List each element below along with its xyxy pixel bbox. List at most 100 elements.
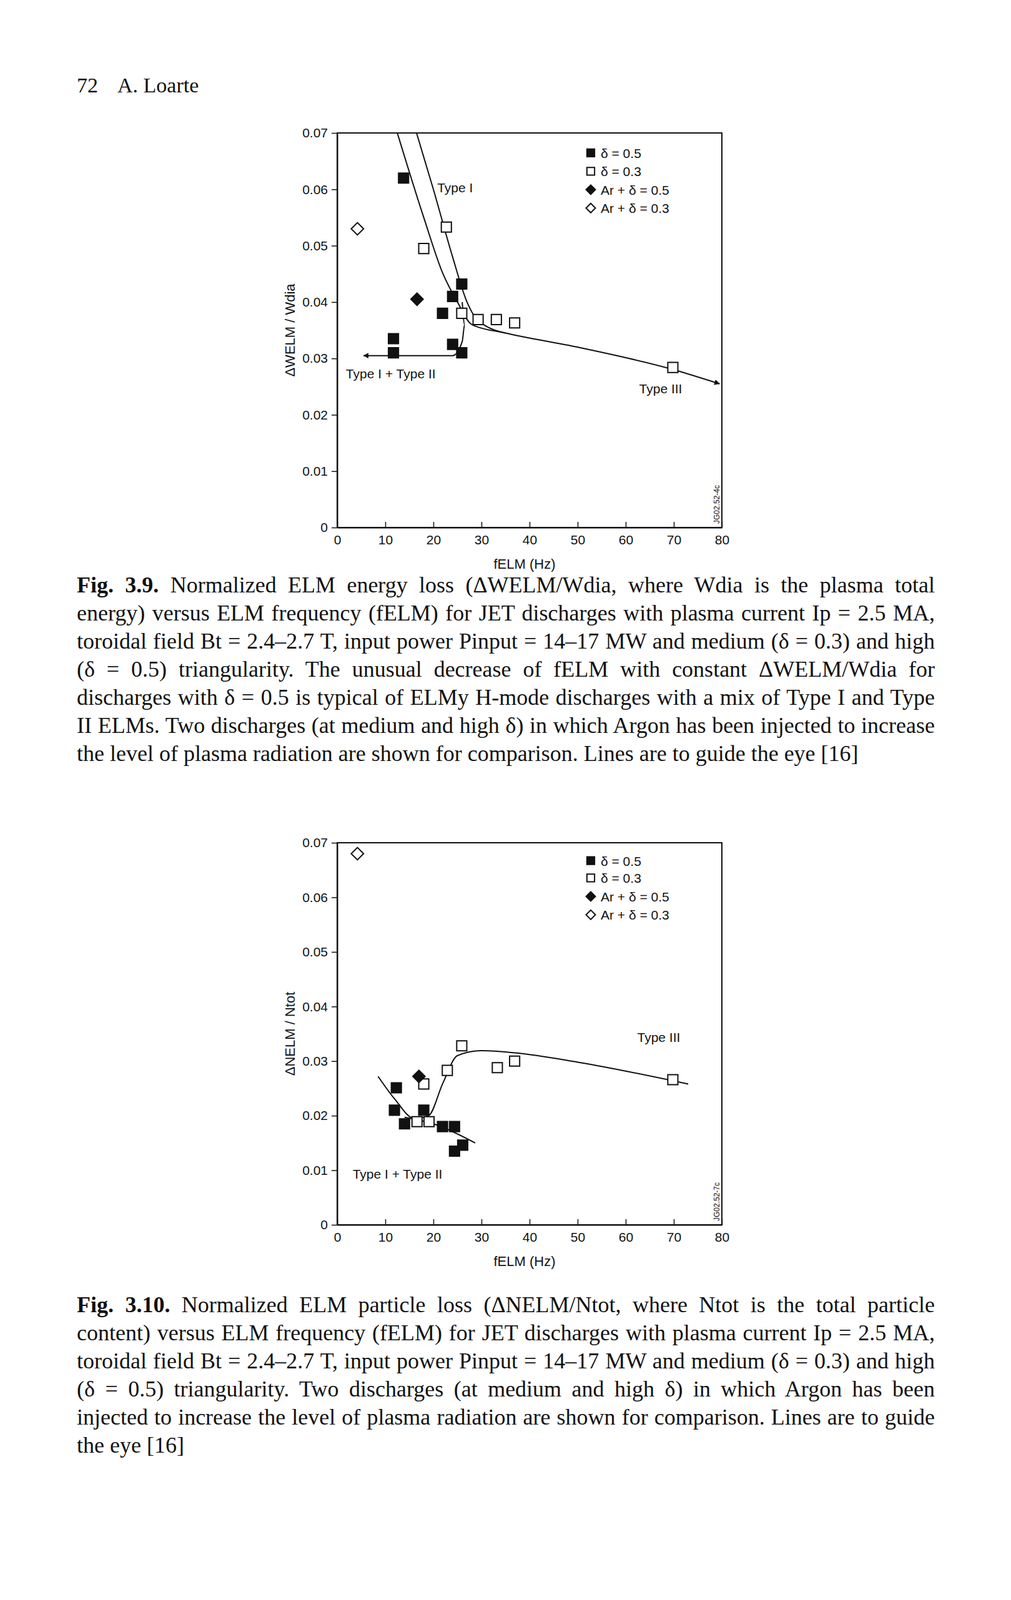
x-tick-mark — [625, 1219, 627, 1226]
legend-swatch — [585, 891, 596, 902]
data-point — [350, 848, 364, 861]
y-tick-mark — [331, 414, 338, 416]
x-tick-label: 50 — [570, 532, 586, 548]
x-tick-mark — [385, 522, 387, 528]
y-tick: 0.06 — [302, 182, 338, 197]
y-tick-label: 0.05 — [302, 238, 328, 253]
y-tick-mark — [331, 1225, 338, 1227]
data-point — [388, 347, 399, 358]
data-point — [442, 1065, 453, 1076]
legend-swatch — [585, 184, 596, 195]
x-tick-mark — [385, 1219, 387, 1226]
y-tick-label: 0.01 — [302, 463, 328, 479]
plot-frame — [337, 843, 722, 1226]
x-tick-mark — [481, 522, 483, 528]
x-tick: 10 — [378, 1219, 393, 1245]
x-axis-title: fELM (Hz) — [493, 556, 556, 573]
legend-label: Ar + δ = 0.5 — [600, 182, 670, 198]
figure-id: JG02.52-7c — [712, 1182, 722, 1222]
x-tick-label: 40 — [522, 1230, 538, 1245]
y-tick-mark — [331, 302, 338, 304]
page-header: 72A. Loarte — [76, 73, 199, 97]
x-tick-mark — [529, 1219, 531, 1226]
y-tick: 0.01 — [302, 1163, 338, 1178]
x-tick: 40 — [522, 522, 538, 548]
annotation: Type III — [639, 381, 683, 396]
legend-label: δ = 0.3 — [600, 164, 642, 179]
data-point — [457, 1140, 468, 1151]
data-point — [419, 243, 430, 254]
caption-text: Normalized ELM particle loss (ΔNELM/Ntot… — [76, 1292, 935, 1459]
y-tick-mark — [331, 470, 338, 473]
data-point — [449, 1122, 460, 1133]
caption-label: Fig. 3.9. — [76, 572, 159, 598]
x-tick: 30 — [474, 1219, 489, 1245]
annotation: Type III — [636, 1030, 681, 1045]
caption-text: Normalized ELM energy loss (ΔWELM/Wdia, … — [76, 572, 935, 767]
x-tick-label: 30 — [474, 532, 489, 548]
data-point — [456, 279, 467, 290]
x-tick: 70 — [666, 1219, 682, 1245]
y-tick-mark — [331, 897, 338, 899]
x-tick-label: 30 — [474, 1230, 489, 1245]
data-point — [398, 172, 409, 183]
y-tick: 0.04 — [302, 294, 338, 310]
y-tick-mark — [331, 1115, 338, 1118]
figure-caption: Fig. 3.9. Normalized ELM energy loss (ΔW… — [76, 571, 935, 769]
data-point — [399, 1119, 410, 1130]
y-tick-label: 0.07 — [302, 835, 328, 850]
x-tick-mark — [433, 1219, 435, 1226]
y-tick-mark — [331, 527, 338, 529]
x-tick-mark — [673, 1219, 676, 1226]
x-tick: 40 — [522, 1219, 538, 1245]
y-tick-mark — [331, 1060, 338, 1063]
y-tick-label: 0 — [320, 1217, 328, 1233]
chart: 0102030405060708000.010.020.030.040.050.… — [282, 835, 730, 1270]
y-tick: 0.05 — [302, 238, 338, 253]
x-tick-mark — [577, 1219, 579, 1226]
y-tick: 0.04 — [302, 999, 338, 1015]
x-tick-mark — [481, 1219, 483, 1226]
y-tick: 0.01 — [302, 463, 338, 479]
annotation: Type I + Type II — [345, 366, 436, 381]
x-tick-mark — [721, 1219, 724, 1226]
y-tick: 0.07 — [302, 125, 338, 140]
data-point — [509, 1056, 520, 1067]
legend-swatch — [585, 203, 596, 213]
y-tick-mark — [331, 1170, 338, 1172]
x-tick: 50 — [570, 1219, 586, 1245]
data-point — [437, 1122, 448, 1133]
annotation: Type I + Type II — [352, 1167, 443, 1182]
x-axis: 01020304050607080 — [334, 522, 730, 548]
y-tick-label: 0.06 — [302, 890, 328, 905]
x-tick-mark — [577, 522, 579, 528]
x-tick-mark — [625, 522, 627, 528]
x-tick-mark — [529, 522, 531, 528]
data-point — [667, 1074, 678, 1085]
page-number: 72 — [76, 73, 99, 97]
x-tick-label: 20 — [426, 532, 441, 548]
y-axis: 00.010.020.030.040.050.060.07 — [302, 125, 338, 535]
y-tick: 0.05 — [302, 944, 338, 960]
guide-line — [397, 133, 720, 385]
x-tick: 80 — [715, 522, 730, 548]
data-point — [667, 362, 678, 373]
y-tick: 0 — [320, 1217, 338, 1233]
y-axis-title: ΔNELM / Ntot — [282, 992, 298, 1077]
y-tick: 0.07 — [302, 835, 338, 850]
legend-swatch — [585, 910, 596, 920]
caption-label: Fig. 3.10. — [76, 1292, 170, 1318]
data-point — [424, 1117, 434, 1128]
x-axis: 01020304050607080 — [334, 1219, 730, 1245]
x-axis-title: fELM (Hz) — [493, 1253, 556, 1270]
x-tick: 30 — [474, 522, 489, 548]
data-point — [391, 1082, 402, 1093]
y-tick-label: 0 — [320, 520, 328, 535]
y-tick: 0.03 — [302, 350, 338, 366]
x-tick-label: 80 — [715, 1230, 730, 1245]
x-tick-label: 70 — [666, 1230, 682, 1245]
legend: δ = 0.5δ = 0.3Ar + δ = 0.5Ar + δ = 0.3 — [585, 854, 669, 923]
legend-label: δ = 0.5 — [600, 146, 642, 161]
data-point — [456, 308, 467, 319]
x-tick-label: 80 — [715, 532, 730, 548]
